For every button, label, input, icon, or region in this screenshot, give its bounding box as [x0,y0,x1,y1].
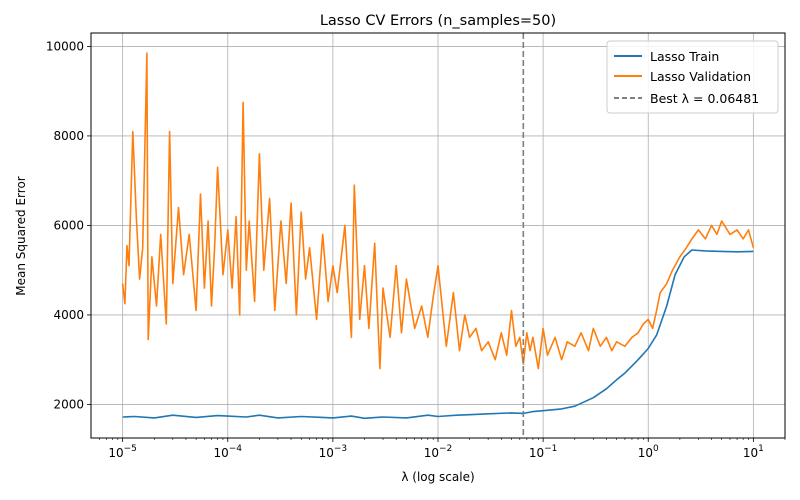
legend: Lasso Train Lasso Validation Best λ = 0.… [606,40,779,114]
x-tick-label: 10−4 [213,444,242,460]
x-tick-exponent: −1 [544,444,557,454]
x-tick-label: 10−5 [108,444,137,460]
series-line-validation [121,52,755,370]
y-tick-label: 4000 [53,308,84,322]
x-tick-label: 101 [743,444,764,460]
x-tick-exponent: −4 [229,444,243,454]
x-tick-label: 100 [638,444,659,460]
y-tick-label: 2000 [53,397,84,411]
legend-box [606,40,779,114]
x-tick-base: 10 [529,446,544,460]
x-tick-exponent: 0 [653,444,659,454]
x-tick-exponent: 1 [758,444,764,454]
x-tick-exponent: −3 [334,444,347,454]
y-tick-label: 8000 [53,129,84,143]
x-tick-exponent: −5 [124,444,137,454]
x-tick-label: 10−3 [319,444,348,460]
y-tick-label: 6000 [53,218,84,232]
legend-label-best: Best λ = 0.06481 [650,91,759,106]
x-axis-label: λ (log scale) [401,470,474,484]
x-tick-base: 10 [108,446,123,460]
x-tick-base: 10 [213,446,228,460]
legend-label-train: Lasso Train [650,49,719,64]
y-axis-label: Mean Squared Error [14,176,28,296]
x-tick-base: 10 [638,446,653,460]
y-tick-label: 10000 [46,39,84,53]
x-axis: 10−5 10−4 10−3 10−2 10−1 100 101 [99,438,786,460]
x-tick-label: 10−1 [529,444,558,460]
chart-title: Lasso CV Errors (n_samples=50) [320,13,556,29]
x-tick-base: 10 [743,446,758,460]
x-tick-exponent: −2 [439,444,452,454]
legend-label-validation: Lasso Validation [650,69,751,84]
y-axis: 2000 4000 6000 8000 10000 [46,39,91,411]
series-line-train [122,249,754,420]
x-tick-base: 10 [424,446,439,460]
x-tick-base: 10 [319,446,334,460]
series-layer [121,52,755,420]
x-tick-label: 10−2 [424,444,453,460]
